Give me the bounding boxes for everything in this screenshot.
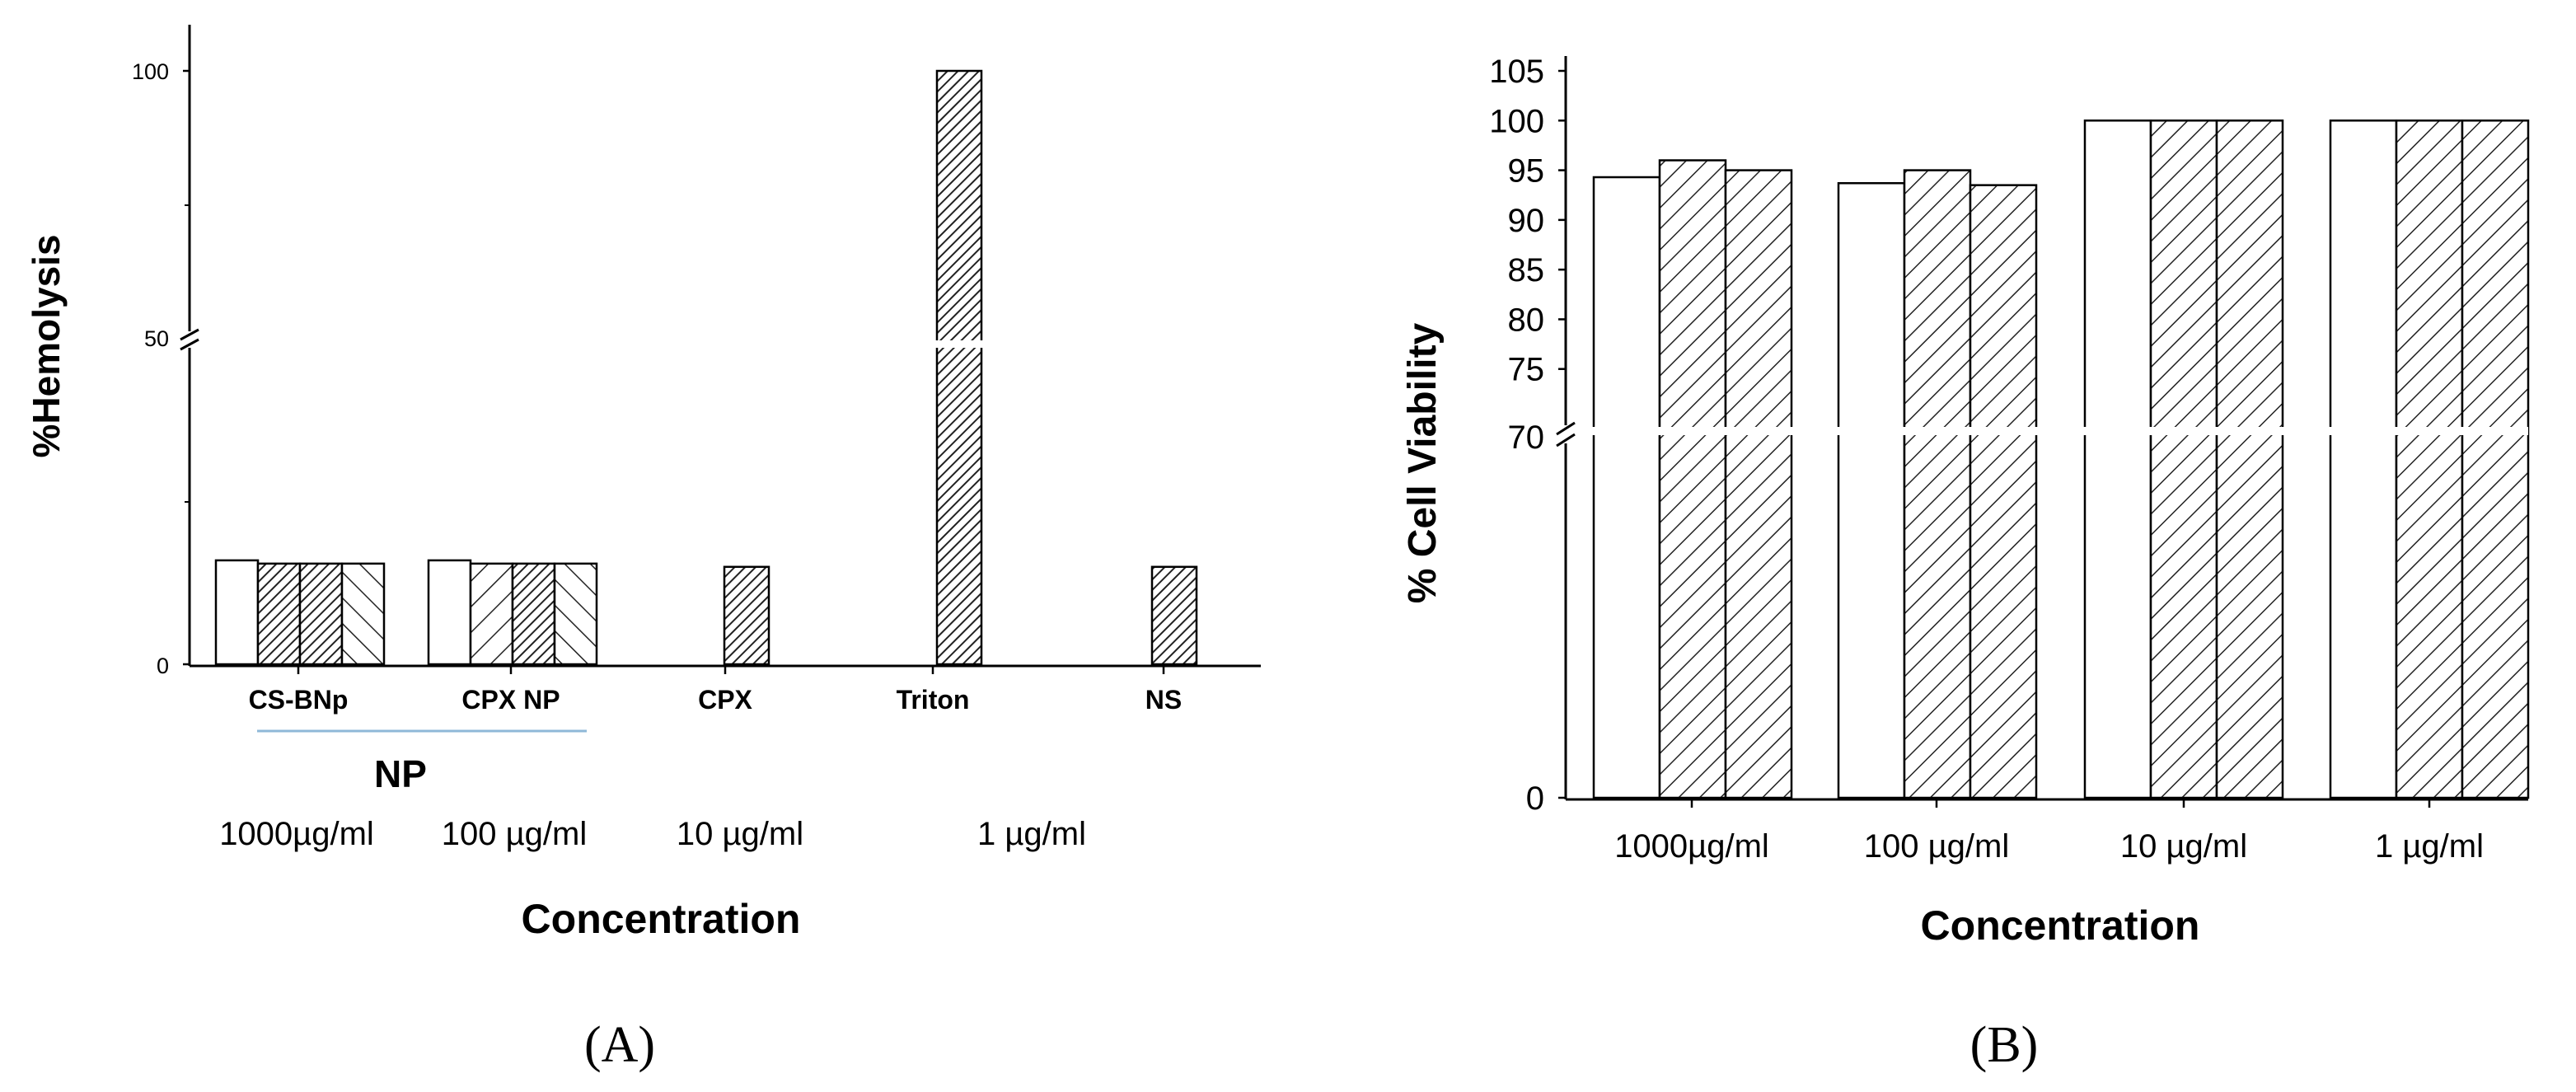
chart-a-concentration-labels: 1000µg/ml 100 µg/ml 10 µg/ml 1 µg/ml (219, 816, 1086, 852)
chart-a-bar (935, 69, 983, 666)
chart-b-bar (2149, 120, 2218, 799)
chart-b-category-label: 10 µg/ml (2120, 828, 2247, 865)
chart-a-bar (1150, 565, 1198, 666)
chart-a-x-label: Concentration (522, 896, 801, 942)
chart-b-bar (2215, 120, 2284, 799)
chart-b-ytick-label: 80 (1508, 302, 1545, 338)
chart-a-bar (298, 562, 344, 666)
chart-b-ytick-label: 0 (1526, 780, 1544, 817)
chart-a-bar (511, 562, 556, 666)
chart-b: 0 70 75 80 85 90 95 100 105 % Cell Viability 100… (1401, 54, 2530, 1073)
chart-b-ytick-label: 95 (1508, 153, 1545, 190)
np-group-label: NP (374, 752, 427, 795)
chart-a-concentration-label: 100 µg/ml (442, 816, 587, 852)
chart-b-bar (1592, 176, 1661, 799)
chart-a-ytick-0: 0 (157, 654, 169, 678)
chart-a-category-labels: CS-BNp CPX NP CPX Triton NS (249, 685, 1183, 715)
chart-a-bar (427, 559, 472, 666)
chart-b-bar (2083, 120, 2152, 799)
chart-a-axis-break (180, 328, 199, 351)
chart-a: 0 50 100 %Hemolysis CS-BNp CPX NP CPX Trito… (25, 25, 1261, 1073)
chart-b-ytick-label: 70 (1508, 419, 1545, 456)
chart-b-ytick-label: 90 (1508, 203, 1545, 239)
chart-a-bar (723, 565, 770, 666)
chart-b-ytick-labels: 0 70 75 80 85 90 95 100 105 (1489, 54, 1544, 817)
chart-a-concentration-label: 1 µg/ml (977, 816, 1086, 852)
chart-a-category-label: Triton (897, 685, 970, 715)
chart-b-bar (1658, 159, 1727, 799)
panel-b-label: (B) (1970, 1017, 2039, 1073)
chart-b-bar (1724, 169, 1793, 799)
chart-b-x-label: Concentration (1921, 902, 2200, 949)
chart-b-category-label: 100 µg/ml (1864, 828, 2009, 865)
chart-b-bar (2395, 120, 2464, 799)
chart-a-category-label: NS (1145, 685, 1182, 715)
chart-a-bar-break (935, 340, 983, 348)
chart-a-bar (256, 562, 302, 666)
chart-a-concentration-label: 1000µg/ml (219, 816, 374, 852)
chart-b-ytick-label: 75 (1508, 352, 1545, 388)
chart-b-ytick-label: 100 (1489, 103, 1544, 139)
chart-a-ytick-100: 100 (132, 59, 169, 84)
chart-b-bar (2329, 120, 2398, 799)
chart-b-bar (1837, 181, 1906, 799)
chart-b-category-label: 1 µg/ml (2375, 828, 2484, 865)
chart-a-bar (214, 559, 260, 666)
chart-b-bar (1903, 169, 1972, 799)
chart-a-bar (469, 562, 514, 666)
chart-a-category-label: CS-BNp (249, 685, 349, 715)
chart-b-axis-break (1556, 421, 1576, 448)
chart-a-concentration-label: 10 µg/ml (677, 816, 803, 852)
chart-b-ytick-label: 105 (1489, 54, 1544, 90)
chart-b-bars (1567, 120, 2530, 799)
chart-b-category-labels: 1000µg/ml 100 µg/ml 10 µg/ml 1 µg/ml (1614, 828, 2484, 865)
chart-b-bar (2461, 120, 2530, 799)
panel-a-label: (A) (584, 1017, 655, 1073)
chart-b-ytick-label: 85 (1508, 252, 1545, 288)
chart-b-y-label: % Cell Viability (1401, 322, 1445, 603)
chart-b-bar-break (1567, 427, 2528, 435)
chart-a-bar (340, 562, 386, 666)
chart-b-bar (1969, 184, 2038, 799)
chart-a-y-label: %Hemolysis (25, 234, 68, 457)
chart-a-category-label: CPX NP (461, 685, 560, 715)
chart-a-ytick-50: 50 (144, 326, 169, 351)
chart-a-bar (553, 562, 598, 666)
chart-b-category-label: 1000µg/ml (1614, 828, 1769, 865)
chart-a-bars (214, 69, 1198, 666)
chart-a-category-label: CPX (698, 685, 752, 715)
